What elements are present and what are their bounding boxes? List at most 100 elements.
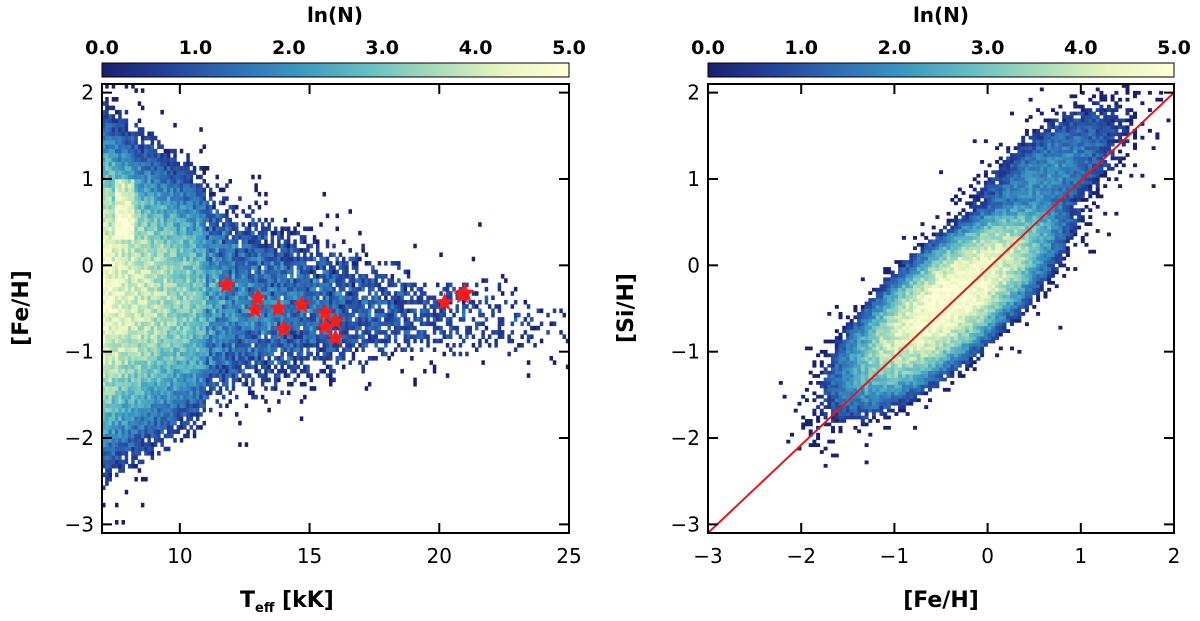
density-cell — [497, 286, 502, 292]
star-marker — [326, 311, 345, 330]
density-cell — [121, 386, 125, 391]
density-cell — [403, 282, 408, 288]
density-cell — [273, 356, 278, 361]
density-cell — [277, 377, 281, 383]
density-cell — [173, 153, 177, 158]
left-y-tick-label: −3 — [65, 512, 94, 536]
density-cell — [205, 183, 210, 188]
density-cell — [189, 269, 194, 275]
density-cell — [183, 317, 187, 322]
density-cell — [286, 321, 291, 327]
density-cell — [342, 299, 346, 305]
density-cell — [160, 438, 164, 443]
density-cell — [115, 502, 119, 508]
density-cell — [296, 325, 301, 331]
density-cell — [218, 278, 223, 283]
density-cell — [312, 304, 317, 309]
density-cell — [166, 347, 171, 352]
density-cell — [144, 442, 148, 447]
density-cell — [153, 252, 158, 257]
density-cell — [215, 265, 219, 270]
density-cell — [111, 304, 116, 309]
density-cell — [267, 377, 271, 383]
density-cell — [286, 278, 291, 283]
density-cell — [875, 349, 880, 354]
density-cell — [176, 338, 181, 344]
density-cell — [853, 408, 858, 413]
density-cell — [212, 317, 216, 322]
density-cell — [306, 330, 310, 335]
density-cell — [160, 304, 164, 309]
density-cell — [118, 118, 122, 124]
density-cell — [144, 235, 148, 240]
density-cell — [293, 304, 297, 309]
density-cell — [384, 286, 388, 292]
density-cell — [264, 243, 268, 249]
density-cell — [147, 390, 151, 396]
density-cell — [875, 363, 880, 368]
density-cell — [160, 144, 164, 149]
density-cell — [280, 274, 284, 279]
density-cell — [319, 347, 323, 352]
density-cell — [257, 191, 262, 197]
density-cell — [426, 343, 430, 348]
density-cell — [108, 135, 112, 141]
density-cell — [303, 252, 307, 257]
density-cell — [286, 256, 291, 262]
density-cell — [192, 390, 197, 396]
density-cell — [241, 356, 245, 361]
density-cell — [857, 322, 862, 327]
density-cell — [244, 351, 249, 357]
density-cell — [864, 353, 869, 358]
density-cell — [513, 299, 518, 305]
density-cell — [131, 433, 135, 439]
density-cell — [816, 443, 821, 447]
density-cell — [845, 332, 850, 337]
density-cell — [439, 330, 443, 335]
density-cell — [134, 174, 138, 180]
density-cell — [108, 278, 112, 283]
density-cell — [325, 291, 330, 296]
density-cell — [144, 135, 148, 141]
density-cell — [309, 286, 314, 292]
density-cell — [140, 368, 145, 374]
density-cell — [105, 217, 109, 223]
density-cell — [225, 295, 229, 301]
density-cell — [299, 235, 304, 240]
density-cell — [864, 349, 869, 354]
density-cell — [449, 334, 453, 339]
density-cell — [270, 239, 275, 244]
density-cell — [105, 235, 109, 240]
density-cell — [183, 187, 187, 193]
density-cell — [137, 261, 142, 266]
density-cell — [471, 256, 476, 262]
density-cell — [108, 356, 112, 361]
density-cell — [153, 386, 158, 391]
density-cell — [140, 243, 145, 249]
density-cell — [267, 286, 271, 292]
density-cell — [842, 381, 847, 385]
density-cell — [857, 336, 862, 340]
density-cell — [533, 325, 537, 331]
density-cell — [199, 217, 203, 223]
density-cell — [121, 351, 125, 357]
density-cell — [115, 269, 119, 275]
left-heatmap — [102, 84, 569, 525]
density-cell — [306, 286, 310, 292]
density-cell — [335, 274, 339, 279]
density-cell — [173, 230, 177, 236]
density-cell — [371, 334, 375, 339]
density-cell — [325, 261, 330, 266]
density-cell — [864, 443, 869, 447]
density-cell — [153, 325, 158, 331]
density-cell — [140, 131, 145, 137]
density-cell — [192, 196, 197, 201]
density-cell — [176, 170, 181, 175]
density-cell — [303, 334, 307, 339]
density-cell — [823, 405, 828, 409]
density-cell — [432, 295, 437, 301]
density-cell — [257, 373, 262, 378]
density-cell — [183, 261, 187, 266]
density-cell — [280, 351, 284, 357]
density-cell — [189, 196, 194, 201]
